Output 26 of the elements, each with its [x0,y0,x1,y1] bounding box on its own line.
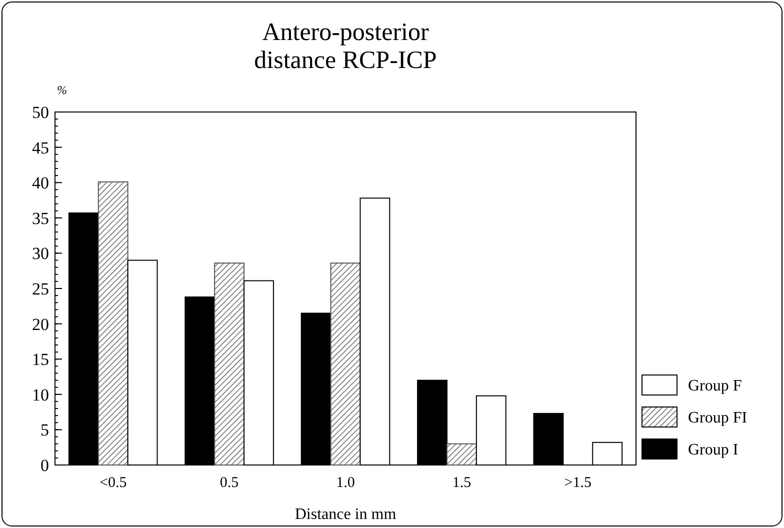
legend-label: Group FI [688,410,748,427]
y-tick-label: 15 [32,350,49,370]
bar [214,262,245,466]
x-tick-label: 0.5 [220,475,239,491]
chart-title: Antero-posterior distance RCP-ICP [254,19,437,74]
y-tick-label: 40 [32,174,49,193]
y-tick-label: 25 [32,279,49,298]
y-tick-label: 20 [32,314,49,334]
bar [330,262,361,466]
x-tick-label: 1.0 [336,475,355,491]
y-tick-label: 50 [32,102,49,122]
y-tick-label: 30 [32,244,49,264]
y-tick-label: 45 [32,138,49,158]
x-axis-title: Distance in mm [294,506,397,523]
x-tick-label: <0.5 [99,475,127,491]
x-tick-label: >1.5 [564,475,592,491]
y-tick-label: 10 [32,385,49,404]
y-tick-label: 35 [32,208,49,228]
legend-label: Group I [688,442,738,459]
y-tick-label: 0 [40,456,49,475]
x-tick-label: 1.5 [452,475,472,491]
y-tick-label: 5 [40,420,49,440]
bar [446,443,477,466]
legend-label: Group F [688,378,742,395]
bar [98,181,128,466]
y-axis-title: % [57,83,67,97]
